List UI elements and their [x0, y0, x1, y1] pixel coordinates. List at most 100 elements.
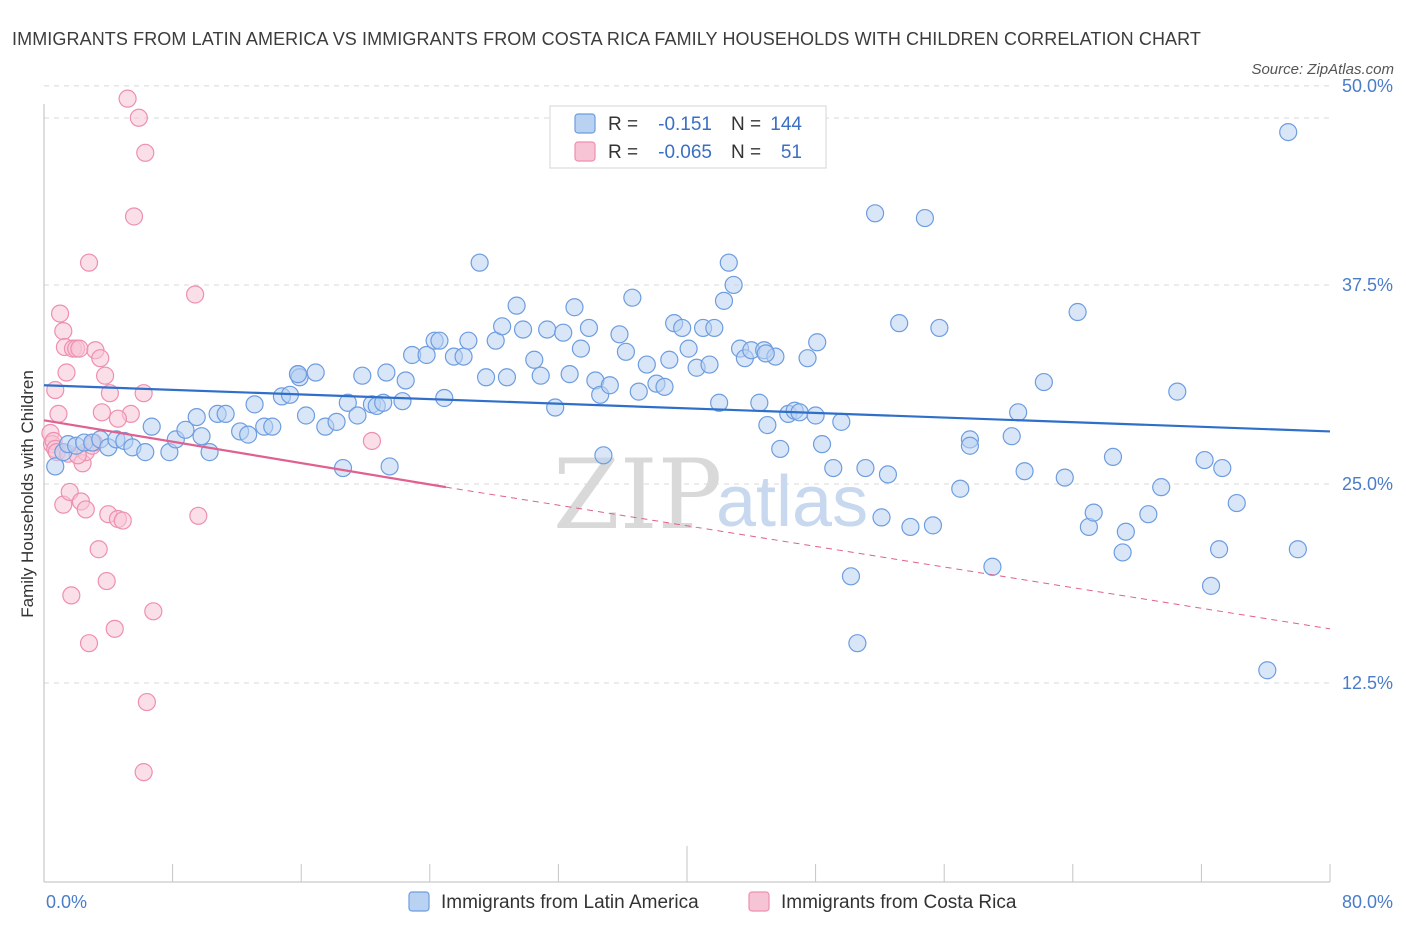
scatter-point-latin-america — [377, 363, 396, 382]
watermark-atlas: atlas — [716, 462, 868, 542]
scatter-point-latin-america — [616, 342, 636, 361]
x-min-label: 0.0% — [46, 892, 87, 912]
scatter-point-costa-rica — [95, 366, 115, 385]
scatter-point-latin-america — [700, 355, 719, 374]
scatter-point-latin-america — [1288, 540, 1307, 559]
scatter-point-costa-rica — [100, 384, 120, 403]
scatter-point-latin-america — [1055, 468, 1074, 487]
scatter-point-latin-america — [960, 436, 980, 455]
scatter-point-costa-rica — [92, 403, 111, 422]
scatter-point-latin-america — [1116, 522, 1135, 541]
legend-r-value-pink: -0.065 — [658, 142, 712, 163]
scatter-point-latin-america — [531, 366, 550, 385]
scatter-point-latin-america — [353, 366, 372, 385]
scatter-point-latin-america — [513, 320, 533, 339]
scatter-point-latin-america — [1152, 478, 1171, 497]
scatter-point-latin-america — [470, 253, 489, 272]
scatter-point-latin-america — [756, 344, 775, 363]
scatter-point-latin-america — [610, 325, 629, 344]
scatter-point-latin-america — [435, 388, 454, 408]
scatter-point-latin-america — [46, 457, 65, 476]
scatter-point-latin-america — [1195, 450, 1214, 470]
scatter-point-latin-america — [856, 458, 875, 478]
scatter-point-latin-america — [239, 425, 258, 444]
scatter-point-costa-rica — [105, 619, 124, 638]
scatter-point-costa-rica — [76, 500, 95, 519]
scatter-point-costa-rica — [186, 285, 205, 304]
scatter-point-latin-america — [848, 634, 867, 653]
scatter-point-latin-america — [396, 371, 415, 390]
scatter-point-latin-america — [629, 382, 648, 401]
y-tick-label: 25.0% — [1342, 474, 1393, 494]
scatter-point-costa-rica — [189, 506, 208, 525]
y-tick-labels: 12.5% 25.0% 37.5% 50.0% — [1342, 76, 1393, 693]
scatter-point-latin-america — [1139, 505, 1158, 524]
scatter-point-latin-america — [579, 318, 599, 338]
scatter-point-latin-america — [719, 253, 738, 272]
scatter-point-costa-rica — [362, 431, 382, 451]
scatter-point-latin-america — [459, 331, 478, 350]
scatter-point-latin-america — [327, 412, 346, 431]
scatter-point-latin-america — [417, 345, 436, 365]
scatter-point-latin-america — [1258, 661, 1277, 680]
scatter-point-latin-america — [1168, 382, 1187, 401]
scatter-point-latin-america — [571, 339, 591, 358]
scatter-point-costa-rica — [124, 207, 144, 226]
grid-lines — [44, 85, 1330, 684]
scatter-point-latin-america — [758, 415, 777, 435]
legend-n-label-pink: N = — [731, 142, 761, 163]
scatter-point-latin-america — [1009, 403, 1028, 422]
scatter-point-costa-rica — [129, 108, 148, 127]
legend-swatch-blue — [574, 113, 596, 134]
scatter-point-latin-america — [901, 517, 920, 537]
x-max-label: 80.0% — [1342, 892, 1393, 912]
scatter-point-costa-rica — [91, 349, 110, 368]
scatter-point-latin-america — [393, 392, 412, 411]
scatter-point-latin-america — [380, 457, 399, 476]
scatter-point-costa-rica — [97, 571, 116, 591]
series-costa-rica-points — [41, 89, 382, 782]
scatter-point-latin-america — [136, 443, 155, 462]
scatter-point-latin-america — [983, 557, 1002, 576]
scatter-point-latin-america — [1015, 462, 1034, 481]
scatter-point-latin-america — [525, 350, 544, 369]
scatter-point-latin-america — [798, 349, 817, 368]
scatter-point-latin-america — [750, 393, 769, 412]
source-label: Source: ZipAtlas.com — [1251, 61, 1394, 78]
scatter-point-latin-america — [832, 412, 851, 431]
scatter-point-latin-america — [493, 317, 512, 336]
legend-swatch-pink — [574, 141, 596, 162]
scatter-point-latin-america — [430, 331, 449, 350]
scatter-point-latin-america — [808, 333, 827, 352]
legend-r-value-blue: -0.151 — [658, 114, 712, 135]
scatter-point-latin-america — [1279, 122, 1298, 142]
stats-legend-box — [549, 105, 827, 169]
trend-line-latin-america — [43, 384, 1331, 433]
scatter-point-costa-rica — [62, 586, 81, 605]
scatter-point-latin-america — [1213, 458, 1232, 478]
scatter-point-latin-america — [554, 323, 573, 342]
scatter-point-latin-america — [1002, 427, 1021, 446]
scatter-point-costa-rica — [118, 89, 137, 108]
scatter-point-latin-america — [812, 435, 832, 454]
scatter-point-latin-america — [679, 339, 698, 358]
scatter-point-latin-america — [1201, 576, 1221, 595]
scatter-point-latin-america — [454, 347, 473, 366]
y-tick-label: 12.5% — [1342, 673, 1393, 693]
x-ticks — [172, 846, 1331, 882]
scatter-point-latin-america — [714, 291, 734, 310]
scatter-point-latin-america — [1227, 493, 1246, 513]
scatter-point-latin-america — [1068, 302, 1087, 322]
scatter-point-latin-america — [348, 406, 367, 425]
scatter-point-latin-america — [890, 314, 909, 333]
scatter-point-costa-rica — [136, 143, 155, 162]
scatter-point-latin-america — [192, 427, 211, 446]
y-tick-label: 37.5% — [1342, 275, 1393, 295]
scatter-point-latin-america — [623, 288, 642, 307]
scatter-point-latin-america — [710, 393, 729, 412]
scatter-point-latin-america — [288, 365, 308, 384]
scatter-point-latin-america — [1034, 372, 1053, 392]
trend-line-costa-rica — [43, 419, 447, 489]
scatter-point-costa-rica — [57, 363, 76, 382]
